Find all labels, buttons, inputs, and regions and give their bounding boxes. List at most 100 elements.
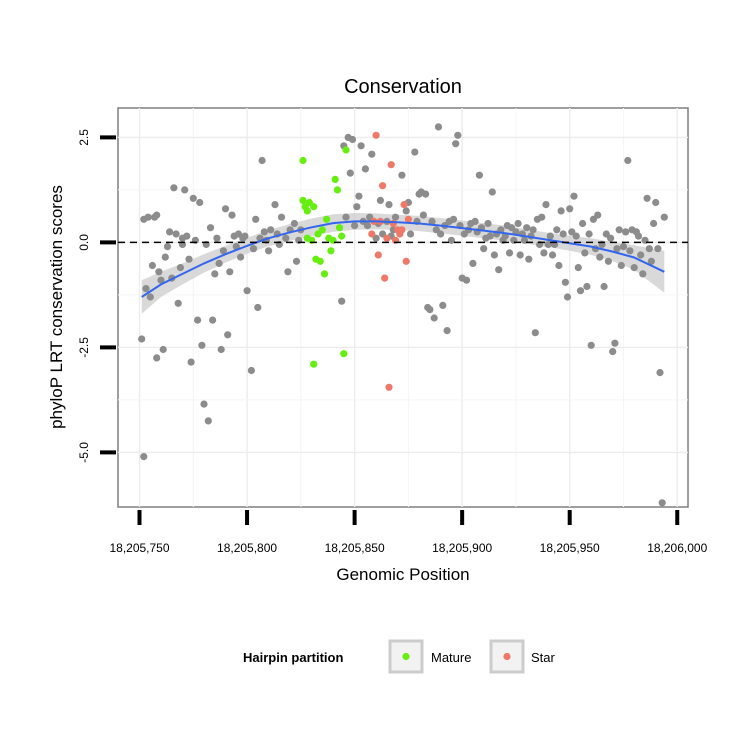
legend-dot-star — [503, 652, 511, 661]
point-other — [355, 192, 363, 200]
point-other — [574, 264, 582, 272]
point-other — [243, 287, 251, 295]
point-other — [385, 201, 393, 209]
point-star — [400, 201, 408, 209]
point-other — [486, 232, 494, 240]
point-other — [363, 222, 372, 230]
legend-dot-mature — [402, 652, 410, 661]
point-other — [204, 417, 212, 425]
point-other — [430, 314, 438, 322]
point-other — [185, 255, 193, 263]
point-mature — [333, 186, 341, 194]
point-other — [604, 257, 613, 265]
point-mature — [342, 146, 350, 154]
point-other — [490, 251, 498, 259]
point-mature — [320, 270, 329, 278]
point-other — [153, 354, 161, 362]
point-other — [153, 211, 161, 219]
point-other — [163, 243, 172, 251]
point-star — [383, 234, 391, 242]
point-mature — [327, 247, 335, 255]
point-other — [645, 245, 653, 253]
point-other — [166, 228, 174, 236]
x-tick-label: 18,205,900 — [432, 541, 492, 555]
point-other — [376, 196, 384, 204]
point-other — [447, 236, 455, 244]
point-other — [643, 194, 651, 202]
point-other — [514, 219, 522, 228]
point-star — [372, 131, 380, 139]
point-other — [617, 261, 625, 270]
point-other — [548, 251, 557, 259]
point-other — [630, 264, 638, 272]
point-other — [402, 207, 410, 215]
plot-panel — [117, 107, 689, 508]
point-mature — [310, 360, 318, 368]
point-other — [600, 282, 608, 291]
point-other — [237, 253, 245, 261]
x-axis: 18,205,750 18,205,800 18,205,850 18,205,900… — [109, 510, 708, 555]
point-other — [155, 268, 163, 276]
legend-label-mature: Mature — [431, 650, 471, 665]
point-other — [142, 285, 150, 293]
point-other — [428, 217, 436, 225]
legend-label-star: Star — [531, 650, 556, 665]
point-star — [385, 383, 393, 391]
point-other — [338, 297, 346, 305]
point-mature — [340, 350, 348, 358]
point-other — [140, 453, 148, 461]
point-other — [452, 140, 460, 148]
point-other — [585, 230, 593, 238]
point-other — [434, 123, 443, 131]
point-other — [454, 131, 462, 139]
point-other — [144, 213, 152, 221]
point-other — [398, 171, 406, 179]
point-other — [553, 226, 561, 234]
point-other — [271, 201, 279, 209]
point-other — [189, 194, 197, 202]
point-other — [622, 228, 630, 236]
point-other — [615, 226, 623, 234]
point-other — [368, 150, 376, 158]
y-tick-label: -2.5 — [77, 337, 91, 358]
point-other — [426, 306, 434, 314]
point-other — [406, 230, 415, 238]
point-other — [138, 335, 146, 343]
point-other — [391, 213, 400, 221]
point-other — [411, 148, 419, 156]
point-other — [437, 230, 445, 238]
point-other — [462, 276, 471, 284]
point-other — [538, 213, 546, 221]
point-other — [241, 232, 249, 240]
point-other — [559, 230, 567, 238]
point-other — [449, 215, 458, 223]
point-other — [650, 219, 658, 228]
point-other — [206, 224, 215, 232]
point-other — [361, 165, 369, 173]
point-other — [540, 249, 548, 257]
point-other — [647, 257, 656, 265]
point-other — [495, 266, 503, 274]
point-star — [387, 161, 395, 169]
point-other — [525, 255, 533, 263]
point-other — [247, 366, 255, 375]
point-star — [368, 230, 376, 238]
point-other — [542, 201, 550, 209]
point-other — [656, 369, 664, 377]
point-other — [611, 339, 619, 347]
point-other — [282, 234, 290, 242]
point-other — [443, 327, 451, 335]
smooth-fit-line — [141, 220, 665, 298]
point-mature — [316, 257, 324, 265]
point-other — [587, 341, 595, 349]
point-other — [480, 245, 488, 253]
point-other — [637, 251, 645, 259]
point-other — [469, 259, 477, 267]
point-other — [658, 499, 666, 507]
point-other — [419, 211, 427, 219]
point-other — [351, 222, 359, 230]
point-star — [402, 257, 410, 265]
point-other — [652, 198, 660, 207]
point-other — [157, 276, 165, 284]
point-other — [211, 270, 219, 278]
